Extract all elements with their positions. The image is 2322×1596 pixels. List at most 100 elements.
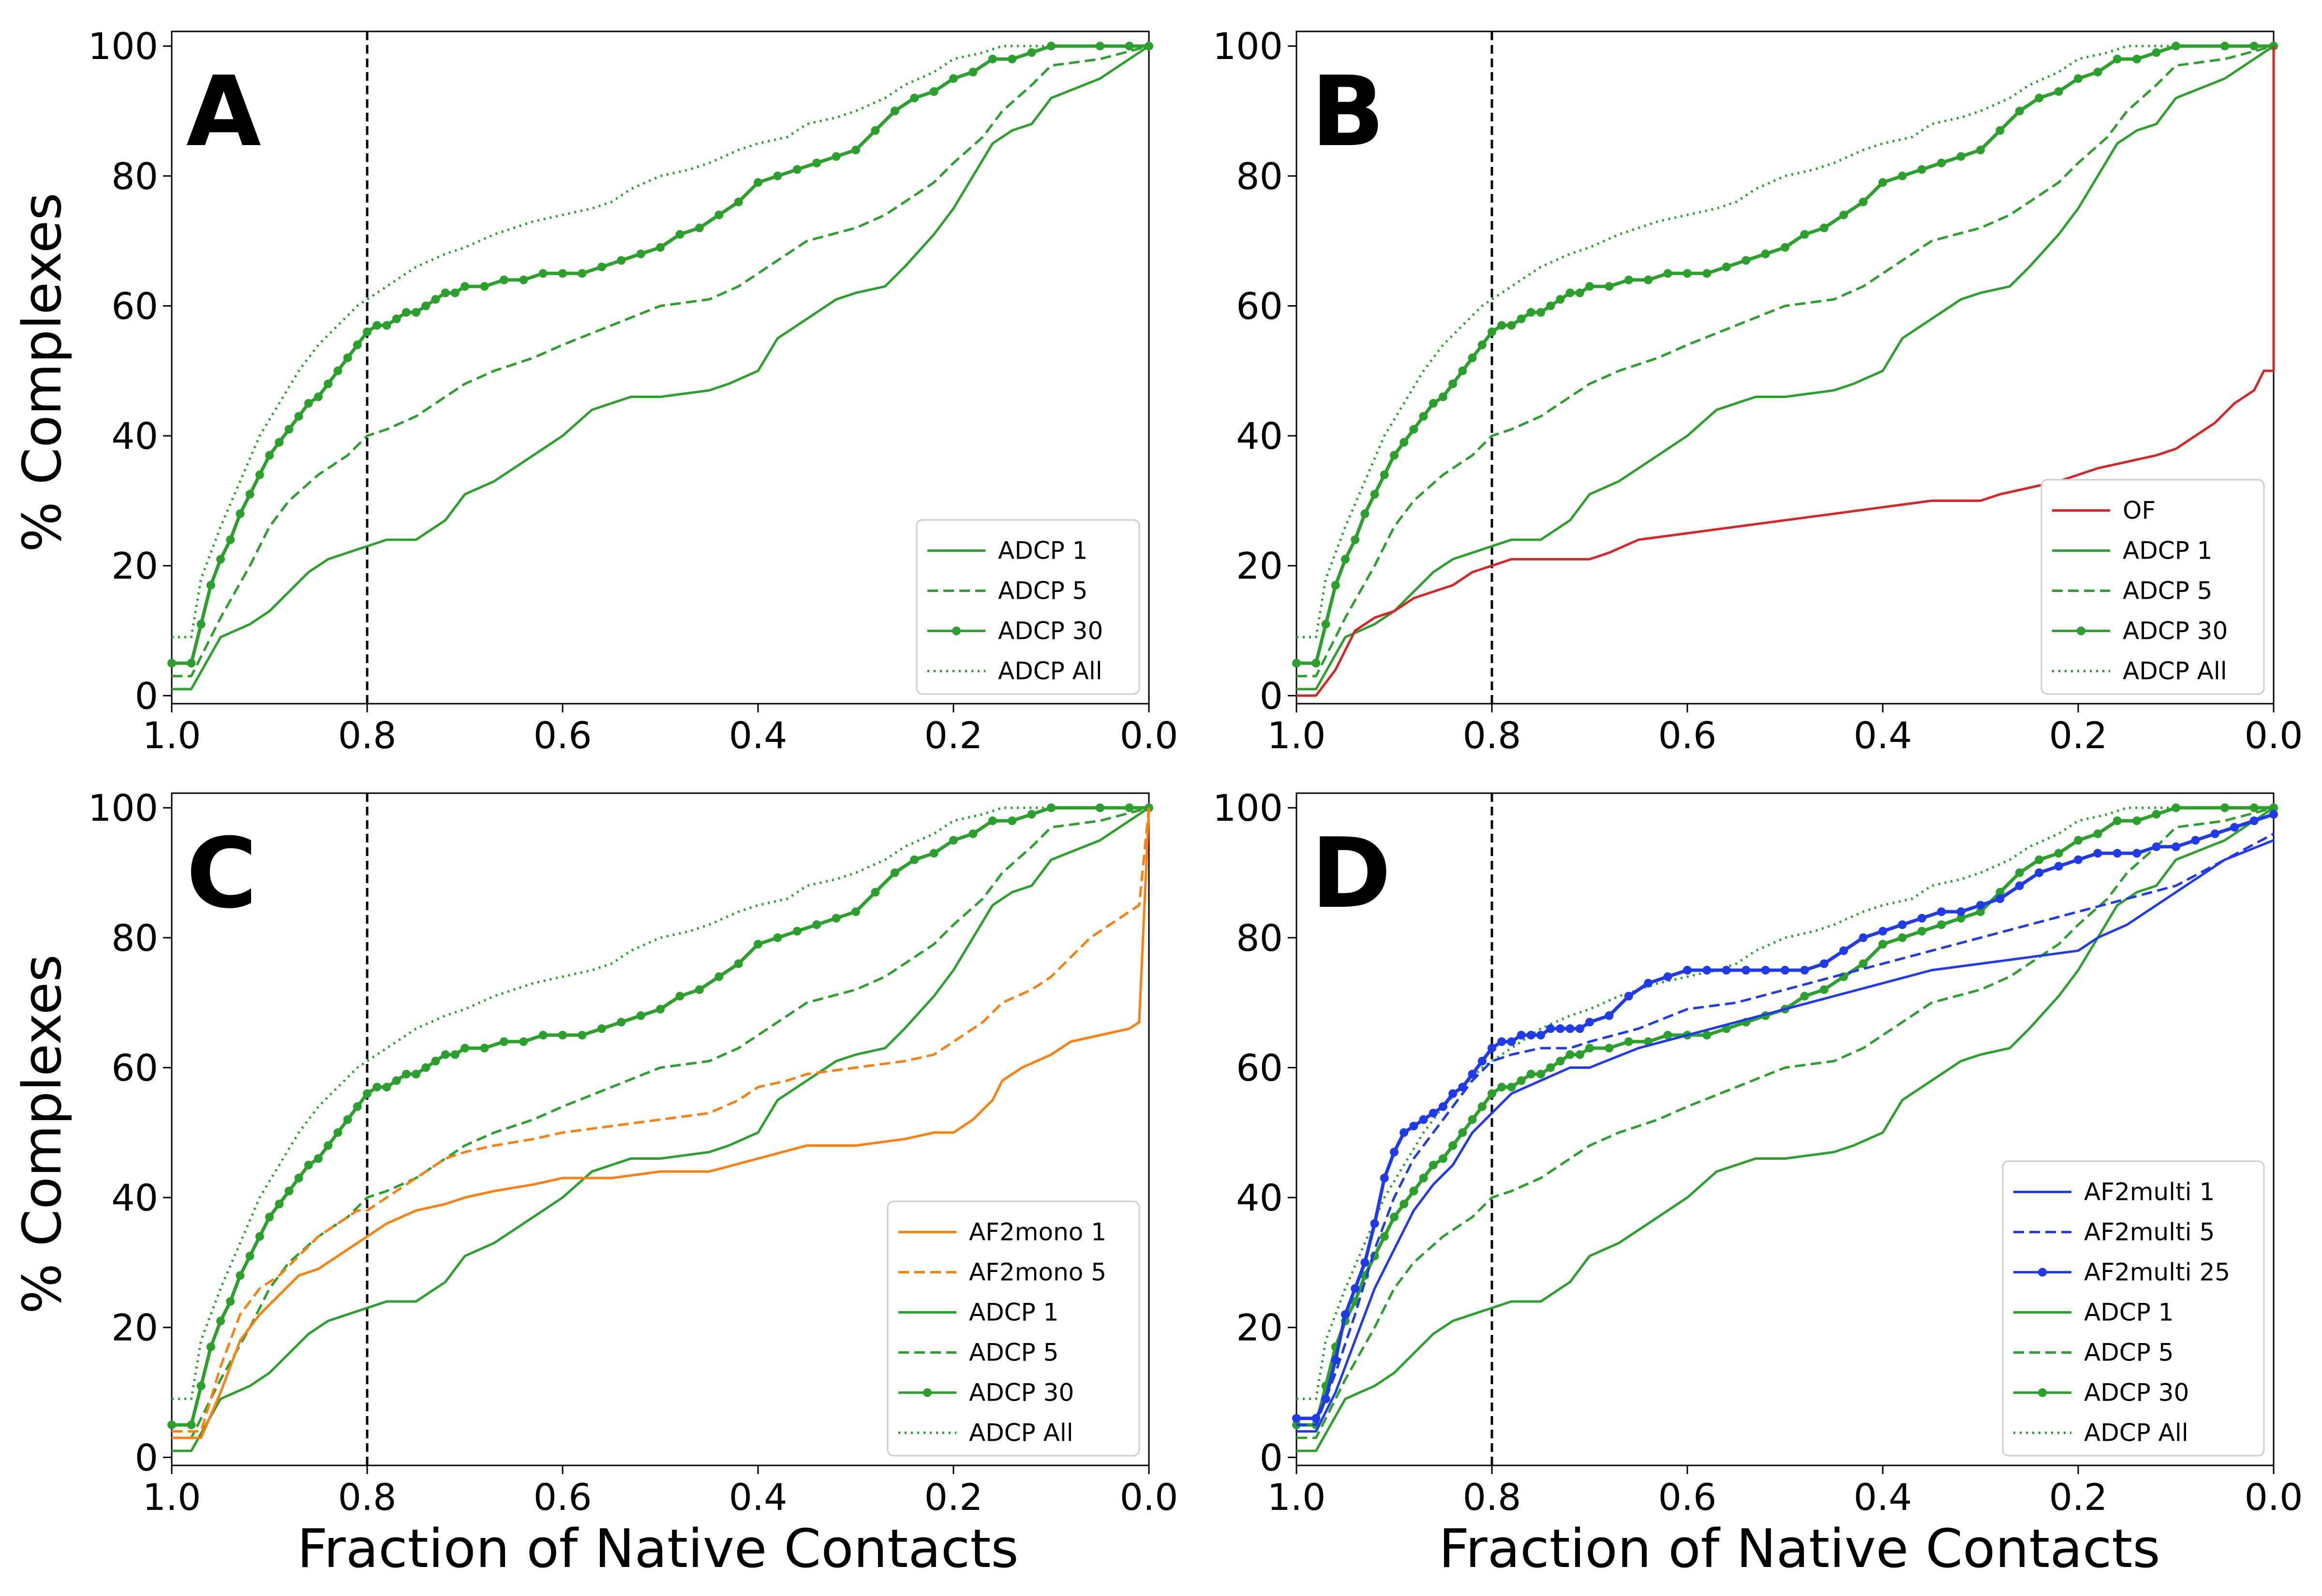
point-d-af2multi-25-16 [1458, 1082, 1467, 1092]
x-tick-label-a-2: 0.6 [534, 714, 592, 757]
point-c-adcp-30-8 [255, 1232, 264, 1241]
point-a-adcp-30-40 [675, 230, 685, 239]
point-d-adcp-30-9 [1390, 1212, 1399, 1222]
point-b-adcp-30-46 [1917, 165, 1926, 174]
point-a-adcp-30-12 [294, 412, 303, 421]
point-d-af2multi-25-18 [1477, 1057, 1487, 1066]
point-b-adcp-30-61 [2249, 42, 2259, 51]
series-b-adcp-all [1296, 44, 2274, 638]
point-c-adcp-30-56 [988, 816, 997, 826]
point-a-adcp-30-16 [333, 366, 342, 375]
point-d-af2multi-25-30 [1605, 1011, 1614, 1020]
point-c-adcp-30-61 [1125, 803, 1134, 813]
point-b-adcp-30-51 [2015, 106, 2024, 116]
point-d-adcp-30-57 [2132, 816, 2142, 826]
y-tick-label-d-1: 20 [1236, 1306, 1283, 1349]
point-a-adcp-30-26 [431, 295, 440, 304]
point-d-adcp-30-18 [1477, 1102, 1487, 1111]
point-d-adcp-30-33 [1663, 1031, 1672, 1040]
point-d-adcp-30-61 [2249, 803, 2259, 813]
point-c-adcp-30-43 [734, 959, 743, 968]
point-b-adcp-30-52 [2035, 93, 2044, 103]
point-a-adcp-30-59 [1047, 42, 1056, 51]
point-c-adcp-30-54 [949, 836, 958, 845]
point-d-adcp-30-16 [1458, 1128, 1467, 1137]
point-d-adcp-30-48 [1956, 914, 1965, 923]
legend-label-c-adcp-5: ADCP 5 [969, 1339, 1058, 1367]
x-tick-label-c-2: 0.6 [534, 1476, 592, 1519]
series-c-af2mono-1 [172, 808, 1150, 1439]
series-a-adcp-5 [172, 44, 1149, 678]
point-a-adcp-30-30 [480, 282, 489, 291]
point-d-adcp-30-44 [1878, 940, 1887, 949]
point-a-adcp-30-11 [284, 425, 294, 434]
point-d-af2multi-25-51 [2015, 881, 2024, 890]
point-d-af2multi-25-49 [1976, 901, 1985, 910]
series-d-af2multi-5 [1296, 832, 2275, 1426]
legend-label-b-of: OF [2123, 497, 2156, 525]
series-b-adcp-5 [1296, 44, 2274, 678]
point-c-adcp-30-45 [773, 933, 782, 942]
point-a-adcp-30-9 [265, 451, 274, 460]
point-d-adcp-30-14 [1439, 1154, 1447, 1163]
point-d-adcp-30-51 [2015, 868, 2024, 877]
x-tick-label-a-1: 0.8 [338, 714, 397, 757]
point-b-adcp-30-44 [1878, 178, 1887, 187]
point-b-adcp-30-34 [1683, 269, 1692, 278]
point-d-af2multi-25-19 [1488, 1044, 1496, 1053]
x-tick-label-b-3: 0.4 [1854, 714, 1912, 757]
point-b-adcp-30-41 [1819, 223, 1829, 233]
point-a-adcp-30-19 [363, 327, 372, 337]
plot-frame-c [171, 792, 1150, 1466]
y-tick-label-d-3: 60 [1236, 1046, 1283, 1089]
point-c-adcp-30-33 [538, 1031, 548, 1040]
point-c-adcp-30-12 [294, 1173, 303, 1182]
point-a-adcp-30-20 [372, 321, 382, 330]
point-d-af2multi-25-26 [1556, 1024, 1565, 1033]
x-tick-label-b-1: 0.8 [1463, 714, 1521, 757]
point-d-adcp-30-30 [1605, 1044, 1614, 1053]
y-tick-label-a-3: 60 [111, 284, 158, 327]
series-b-of [1296, 46, 2275, 697]
x-tick-label-d-1: 0.8 [1463, 1476, 1521, 1519]
point-a-adcp-30-62 [1145, 42, 1153, 51]
point-a-adcp-30-37 [617, 256, 626, 265]
point-c-adcp-30-16 [333, 1128, 342, 1137]
point-d-adcp-30-53 [2054, 849, 2063, 858]
point-d-adcp-30-23 [1526, 1069, 1535, 1079]
point-b-adcp-30-4 [1341, 555, 1350, 564]
point-c-adcp-30-44 [754, 940, 762, 949]
point-a-adcp-30-15 [324, 379, 333, 388]
point-c-adcp-30-25 [421, 1063, 431, 1072]
point-a-adcp-30-18 [353, 340, 362, 350]
point-b-adcp-30-15 [1448, 379, 1458, 388]
point-d-af2multi-25-29 [1585, 1018, 1594, 1027]
point-a-adcp-30-21 [382, 321, 391, 330]
y-tick-label-a-1: 20 [111, 545, 158, 588]
x-tick-label-a-3: 0.4 [729, 714, 788, 757]
legend-label-b-adcp-all: ADCP All [2123, 657, 2227, 685]
point-d-adcp-30-24 [1536, 1069, 1545, 1079]
point-d-af2multi-25-36 [1722, 966, 1731, 975]
point-c-adcp-30-23 [402, 1069, 411, 1079]
series-c-adcp-all [172, 806, 1149, 1400]
point-a-adcp-30-45 [773, 171, 782, 180]
legend-label-a-adcp-30: ADCP 30 [998, 617, 1103, 645]
point-c-adcp-30-30 [480, 1044, 489, 1053]
series-c-adcp-5 [172, 806, 1149, 1439]
point-c-adcp-30-47 [812, 920, 821, 929]
point-a-adcp-30-41 [695, 223, 704, 233]
point-a-adcp-30-49 [851, 146, 860, 155]
point-b-adcp-30-32 [1644, 275, 1653, 284]
point-d-af2multi-25-63 [2249, 816, 2259, 826]
point-b-adcp-30-7 [1370, 489, 1379, 499]
point-c-adcp-30-6 [236, 1271, 245, 1280]
point-c-adcp-30-38 [636, 1011, 645, 1020]
legend-label-b-adcp-30: ADCP 30 [2123, 617, 2228, 645]
point-d-af2multi-25-24 [1536, 1031, 1545, 1040]
point-d-af2multi-25-55 [2093, 849, 2102, 858]
point-d-af2multi-25-38 [1761, 966, 1770, 975]
y-tick-label-d-4: 80 [1236, 916, 1283, 960]
y-tick-label-b-0: 0 [1260, 674, 1283, 717]
